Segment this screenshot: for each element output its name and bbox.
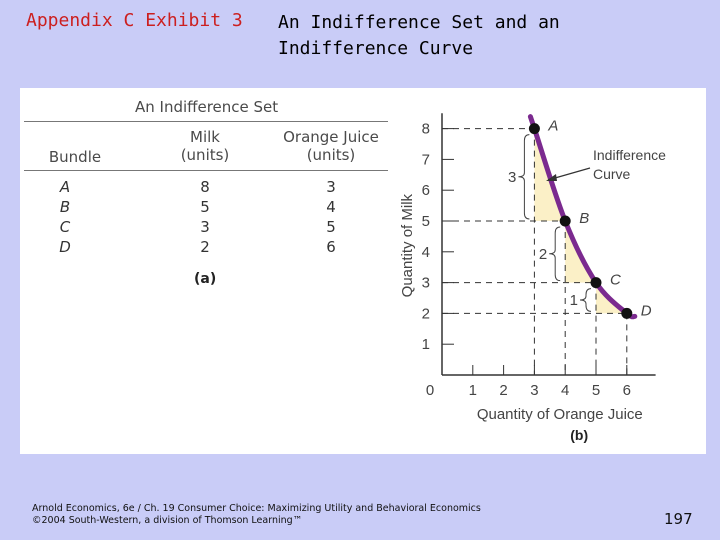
page-number: 197 (664, 510, 693, 528)
data-point (621, 307, 633, 319)
drop-annotation-label: 1 (570, 292, 578, 309)
drop-brace (518, 134, 530, 220)
table-rule-header (24, 170, 388, 171)
curve-label-arrowhead (546, 174, 557, 181)
table-cell-milk: 8 (200, 178, 210, 196)
data-point (528, 123, 540, 135)
y-axis-title: Quantity of Milk (399, 193, 416, 297)
y-tick-label: 8 (422, 121, 430, 138)
data-point (590, 277, 602, 289)
drop-annotation-label: 3 (508, 169, 516, 186)
point-label: D (641, 302, 652, 319)
slide-title-line-2: Indifference Curve (278, 38, 474, 59)
x-tick-label: 1 (469, 382, 477, 399)
indifference-curve-chart: 1 2 3 4 5 6 7 8 1 2 3 4 5 6 0 A B C D 3 2 1 Indifference Curve Q… (399, 113, 666, 443)
table-panel-label: (a) (194, 271, 217, 287)
table-cell-bundle: D (59, 238, 71, 256)
table-cell-bundle: B (59, 198, 71, 216)
data-point (559, 215, 571, 227)
table-cell-bundle: A (59, 178, 71, 196)
y-tick-label: 1 (422, 336, 430, 353)
chart-panel-label: (b) (570, 427, 588, 443)
table-cell-milk: 3 (200, 218, 210, 236)
table-cell-oj: 4 (326, 198, 336, 216)
table-cell-milk: 2 (200, 238, 210, 256)
drop-brace (579, 288, 592, 312)
curve-label-line-1: Indifference (593, 147, 666, 163)
x-axis-title: Quantity of Orange Juice (477, 406, 643, 423)
y-tick-label: 3 (422, 275, 430, 292)
y-tick-label: 7 (422, 151, 430, 168)
x-tick-label: 4 (561, 382, 569, 399)
table-cell-bundle: C (59, 218, 71, 236)
slide-title-exhibit: Appendix C Exhibit 3 (26, 10, 243, 31)
drop-annotation-label: 2 (539, 246, 547, 263)
y-tick-label: 2 (422, 305, 430, 322)
col-header-bundle: Bundle (48, 148, 102, 166)
col-header-orange-juice: Orange Juice (units) (283, 128, 379, 164)
y-tick-label: 4 (422, 244, 430, 261)
x-tick-label: 6 (623, 382, 631, 399)
table-rule-top (24, 121, 388, 122)
y-tick-label: 5 (422, 213, 430, 230)
x-tick-label: 3 (530, 382, 538, 399)
point-label: C (610, 272, 621, 289)
exhibit-panel: An Indifference Set Bundle Milk (units) … (20, 88, 706, 454)
footer-citation: Arnold Economics, 6e / Ch. 19 Consumer C… (32, 503, 481, 527)
origin-label: 0 (426, 382, 434, 399)
table-cell-oj: 6 (326, 238, 336, 256)
x-tick-label: 5 (592, 382, 600, 399)
table-cell-milk: 5 (200, 198, 210, 216)
x-tick-label: 2 (499, 382, 507, 399)
point-label: A (547, 118, 558, 135)
point-label: B (579, 210, 589, 227)
curve-label-line-2: Curve (593, 166, 631, 182)
col-header-milk: Milk (units) (180, 128, 230, 164)
drop-brace (549, 226, 561, 282)
footer-line-2: ©2004 South-Western, a division of Thoms… (32, 515, 303, 526)
table-cell-oj: 5 (326, 218, 336, 236)
y-tick-label: 6 (422, 182, 430, 199)
table-cell-oj: 3 (326, 178, 336, 196)
slide-title-line-1: An Indifference Set and an (278, 12, 560, 33)
slide-title: An Indifference Set and an Indifference … (278, 10, 560, 62)
footer-line-1: Arnold Economics, 6e / Ch. 19 Consumer C… (32, 503, 481, 514)
table-title: An Indifference Set (135, 98, 279, 116)
